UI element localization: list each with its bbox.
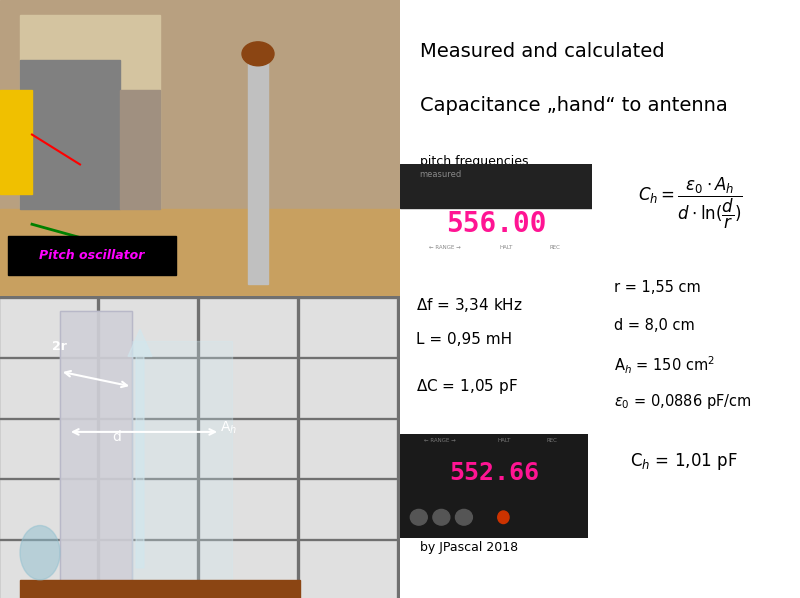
Bar	[120, 90, 160, 209]
Bar	[100, 541, 196, 598]
Text: ← RANGE →: ← RANGE →	[425, 438, 456, 443]
Bar	[100, 359, 196, 417]
Bar	[200, 541, 296, 598]
Text: 552.66: 552.66	[449, 461, 539, 486]
Text: d: d	[112, 430, 121, 444]
Bar	[300, 480, 396, 538]
Text: $\Delta$f = 3,34 kHz: $\Delta$f = 3,34 kHz	[416, 296, 522, 314]
Bar	[20, 580, 300, 598]
Text: A$_h$ = 150 cm$^2$: A$_h$ = 150 cm$^2$	[614, 355, 714, 376]
Bar	[248, 60, 268, 284]
Ellipse shape	[410, 509, 427, 525]
Bar	[60, 311, 132, 598]
Bar	[0, 420, 96, 477]
Bar	[300, 299, 396, 356]
Bar	[0, 209, 400, 299]
Text: d = 8,0 cm: d = 8,0 cm	[614, 318, 694, 332]
Bar	[0, 480, 96, 538]
Bar	[100, 420, 196, 477]
Bar	[8, 236, 176, 275]
Ellipse shape	[455, 509, 472, 525]
Text: r = 1,55 cm: r = 1,55 cm	[614, 280, 700, 295]
Text: A$_h$: A$_h$	[220, 420, 237, 437]
Bar	[20, 60, 120, 209]
Text: Measured and calculated: Measured and calculated	[420, 42, 665, 61]
Bar	[0, 90, 32, 194]
Text: $C_h = \dfrac{\varepsilon_0 \cdot A_h}{d \cdot \ln(\dfrac{d}{r})}$: $C_h = \dfrac{\varepsilon_0 \cdot A_h}{d…	[638, 176, 742, 231]
Text: REC: REC	[550, 245, 561, 249]
Bar	[300, 541, 396, 598]
Bar	[200, 420, 296, 477]
Text: $\varepsilon_0$ = 0,0886 pF/cm: $\varepsilon_0$ = 0,0886 pF/cm	[614, 392, 751, 411]
Bar	[152, 260, 232, 284]
Ellipse shape	[20, 526, 60, 580]
Text: REC: REC	[546, 438, 558, 443]
Bar	[300, 420, 396, 477]
Text: HALT: HALT	[500, 245, 514, 249]
Bar	[132, 341, 232, 583]
Bar	[100, 480, 196, 538]
Text: HALT: HALT	[498, 438, 511, 443]
Text: $\Delta$C = 1,05 pF: $\Delta$C = 1,05 pF	[416, 377, 518, 396]
Ellipse shape	[433, 509, 450, 525]
FancyArrow shape	[128, 329, 152, 568]
Bar	[100, 299, 196, 356]
Text: Pitch oscillator: Pitch oscillator	[39, 249, 145, 262]
Bar	[300, 359, 396, 417]
Bar	[200, 359, 296, 417]
Bar	[0, 541, 96, 598]
Text: ← RANGE →: ← RANGE →	[429, 245, 461, 249]
Ellipse shape	[242, 42, 274, 66]
Bar	[200, 299, 296, 356]
Bar	[0, 299, 96, 356]
Bar	[0, 359, 96, 417]
Text: 556.00: 556.00	[446, 210, 546, 238]
Bar	[20, 15, 160, 209]
Text: by JPascal 2018: by JPascal 2018	[420, 541, 518, 554]
Text: 2r: 2r	[52, 340, 67, 353]
Ellipse shape	[498, 511, 509, 524]
Text: Capacitance „hand“ to antenna: Capacitance „hand“ to antenna	[420, 96, 728, 115]
Bar	[200, 480, 296, 538]
Bar	[400, 164, 592, 208]
Text: L = 0,95 mH: L = 0,95 mH	[416, 332, 512, 347]
Text: C$_h$ = 1,01 pF: C$_h$ = 1,01 pF	[630, 451, 738, 472]
Text: pitch frequencies: pitch frequencies	[420, 155, 529, 169]
Bar	[60, 311, 132, 598]
Text: measured: measured	[419, 170, 462, 179]
